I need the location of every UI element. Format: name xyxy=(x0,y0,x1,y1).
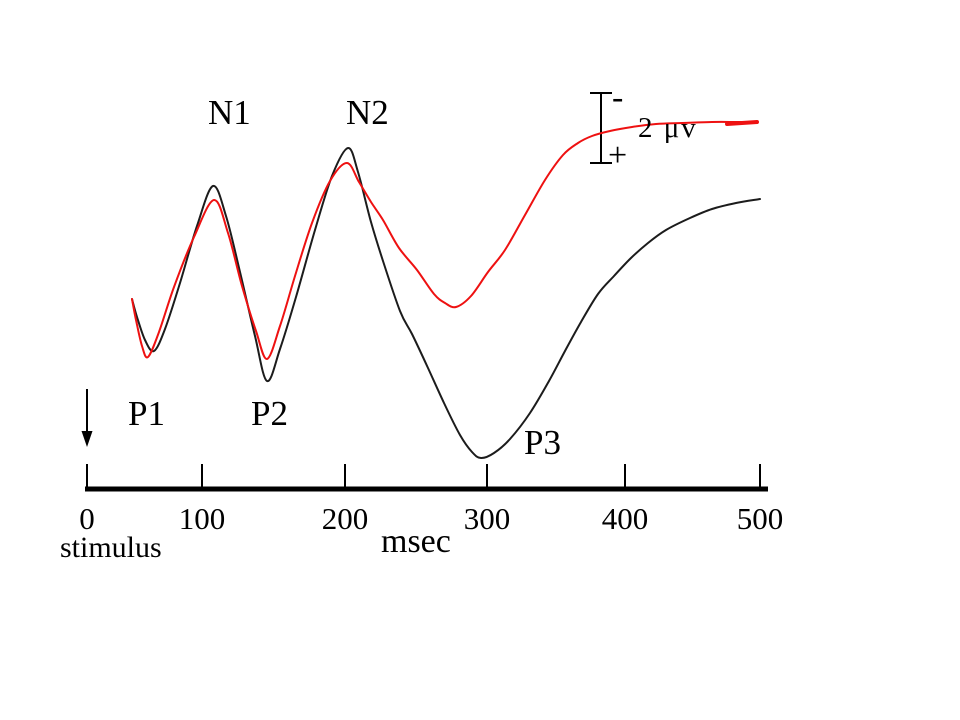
x-tick-label-200: 200 xyxy=(321,501,369,536)
label-p3: P3 xyxy=(524,423,561,462)
label-p1: P1 xyxy=(128,394,165,433)
waveform-black xyxy=(131,147,761,460)
scale-bar-minus-sign: - xyxy=(612,79,624,116)
waveform-red xyxy=(131,120,758,360)
x-axis-unit-label: msec xyxy=(381,523,451,560)
waveform-red-end-emphasis xyxy=(725,120,759,126)
x-tick-label-100: 100 xyxy=(178,501,226,536)
scale-bar-plus-sign: + xyxy=(608,137,628,174)
x-tick-label-400: 400 xyxy=(601,501,649,536)
x-tick-label-300: 300 xyxy=(463,501,511,536)
stimulus-arrow-head xyxy=(81,431,93,447)
label-p2: P2 xyxy=(251,394,288,433)
label-n2: N2 xyxy=(346,93,389,132)
x-tick-label-500: 500 xyxy=(736,501,784,536)
x-tick-label-0: 0 xyxy=(79,501,95,536)
stimulus-label: stimulus xyxy=(60,531,162,564)
label-n1: N1 xyxy=(208,93,251,132)
scale-bar-label: 2 μv xyxy=(638,112,698,144)
